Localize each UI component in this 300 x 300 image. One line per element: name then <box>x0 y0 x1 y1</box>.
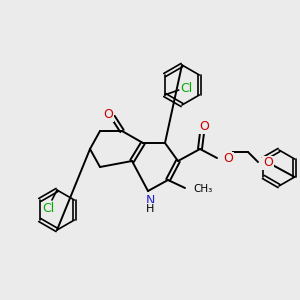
Text: O: O <box>103 109 113 122</box>
Text: H: H <box>146 204 154 214</box>
Text: O: O <box>263 157 273 169</box>
Text: Cl: Cl <box>42 202 54 215</box>
Text: O: O <box>199 121 209 134</box>
Text: CH₃: CH₃ <box>193 184 212 194</box>
Text: O: O <box>223 152 233 166</box>
Text: N: N <box>145 194 155 206</box>
Text: Cl: Cl <box>181 82 193 94</box>
